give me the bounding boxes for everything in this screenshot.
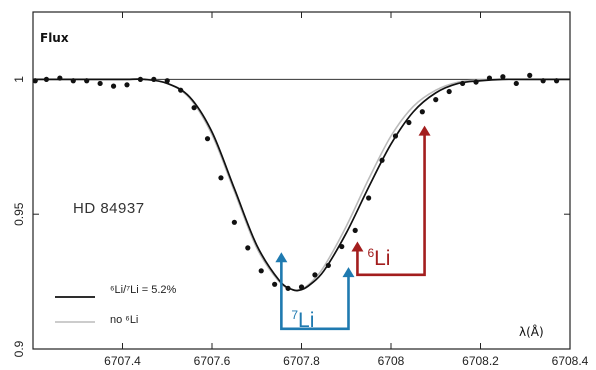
observed-point [366, 195, 372, 201]
legend-label-no6li: no ⁶Li [110, 314, 138, 326]
observed-point [460, 80, 466, 87]
observed-point [178, 87, 184, 93]
observed-point [339, 243, 345, 250]
arrow-head [351, 241, 364, 252]
observed-point [258, 268, 264, 274]
observed-point [70, 78, 76, 84]
y-axis-title: Flux [40, 31, 69, 45]
observed-point [325, 262, 331, 269]
observed-point [84, 78, 90, 84]
annotation-6li: 6Li [351, 125, 431, 277]
observed-point [137, 76, 143, 82]
observed-points [32, 72, 560, 291]
y-tick-label: 1 [12, 76, 26, 83]
observed-point [272, 281, 278, 287]
observed-point [32, 78, 38, 84]
observed-point [312, 272, 318, 278]
y-tick-label: 0.95 [12, 202, 26, 226]
isotope-annotations: 7Li 6Li [275, 125, 431, 332]
x-tick-label: 6708.4 [552, 354, 589, 368]
observed-point [151, 76, 157, 82]
arrow-head [418, 125, 431, 136]
plot-frame [32, 11, 571, 350]
arrow-head [275, 252, 288, 263]
annotation-7li: 7Li [275, 252, 355, 332]
observed-point [231, 219, 237, 225]
observed-point [527, 72, 533, 78]
observed-point [486, 75, 493, 81]
observed-point [392, 133, 399, 139]
series-line-no-6li [32, 78, 570, 292]
x-axis-title: λ(Å) [519, 324, 544, 339]
observed-point [218, 175, 224, 181]
series-line-model [32, 78, 570, 292]
x-tick-label: 6707.4 [104, 354, 141, 368]
observed-point [379, 157, 385, 163]
observed-point [500, 74, 506, 80]
observed-point [97, 80, 103, 87]
star-name-label: HD 84937 [73, 200, 145, 217]
observed-point [406, 119, 412, 126]
observed-point [57, 75, 63, 81]
observed-point [191, 105, 197, 111]
observed-point [245, 245, 251, 251]
x-tick-label: 6707.6 [194, 354, 231, 368]
observed-point [352, 227, 358, 233]
isotope-label: 6Li [367, 246, 390, 270]
series-layer [32, 78, 570, 292]
observed-point [124, 82, 130, 88]
observed-point [513, 80, 519, 87]
observed-point [553, 78, 560, 84]
axis-ticks: 6707.4 6707.6 6707.8 6708 6708.2 6708.4 0.9 0.9… [12, 12, 589, 368]
observed-point [473, 79, 479, 85]
legend-label-model: ⁶Li/⁷Li = 5.2% [110, 284, 177, 296]
y-tick-label: 0.9 [12, 340, 26, 357]
observed-point [110, 83, 117, 89]
observed-point [419, 109, 425, 115]
isotope-label: 7Li [291, 308, 314, 332]
x-tick-label: 6708 [378, 354, 405, 368]
arrow-head [342, 267, 355, 278]
observed-point [433, 97, 439, 103]
observed-point [446, 88, 452, 95]
annotation-bracket [356, 132, 426, 277]
observed-point [204, 136, 211, 142]
x-tick-label: 6707.8 [283, 354, 320, 368]
observed-point [298, 284, 305, 290]
observed-point [540, 78, 546, 84]
annotation-bracket [280, 259, 350, 331]
observed-point [285, 285, 291, 291]
observed-point [43, 76, 50, 82]
x-tick-label: 6708.2 [462, 354, 499, 368]
observed-point [164, 78, 170, 84]
